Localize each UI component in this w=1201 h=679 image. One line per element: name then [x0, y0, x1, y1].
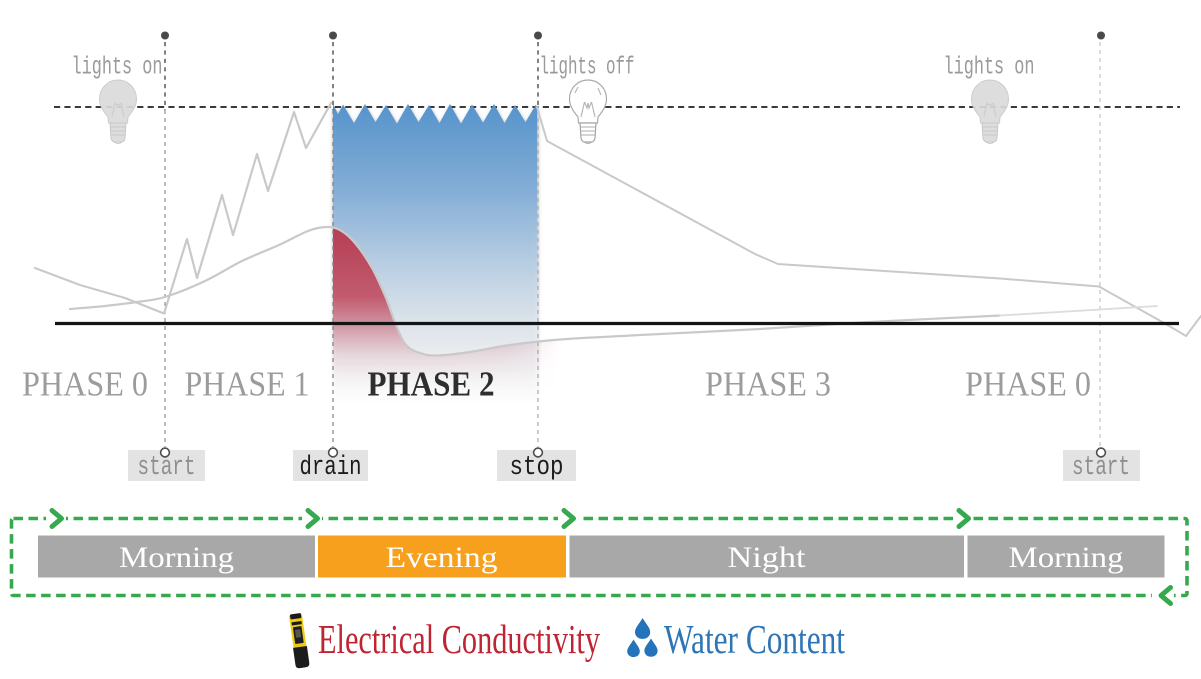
svg-text:PHASE 2: PHASE 2 [368, 366, 495, 404]
svg-text:lights on: lights on [944, 53, 1035, 82]
svg-text:Evening: Evening [386, 541, 498, 574]
svg-text:Night: Night [728, 541, 807, 574]
svg-text:Water Content: Water Content [664, 616, 845, 662]
svg-text:PHASE 0: PHASE 0 [22, 366, 148, 404]
svg-text:PHASE 3: PHASE 3 [705, 366, 831, 404]
svg-text:drain: drain [300, 453, 362, 483]
svg-text:PHASE 0: PHASE 0 [965, 366, 1091, 404]
svg-text:start: start [138, 453, 196, 483]
svg-text:Morning: Morning [1009, 541, 1124, 574]
svg-text:PHASE 1: PHASE 1 [185, 366, 310, 404]
svg-text:lights on: lights on [72, 53, 163, 82]
svg-text:Morning: Morning [119, 541, 234, 574]
svg-text:Electrical Conductivity: Electrical Conductivity [318, 616, 600, 662]
svg-text:lights off: lights off [540, 53, 635, 82]
svg-text:start: start [1072, 453, 1130, 483]
svg-text:stop: stop [510, 453, 564, 483]
